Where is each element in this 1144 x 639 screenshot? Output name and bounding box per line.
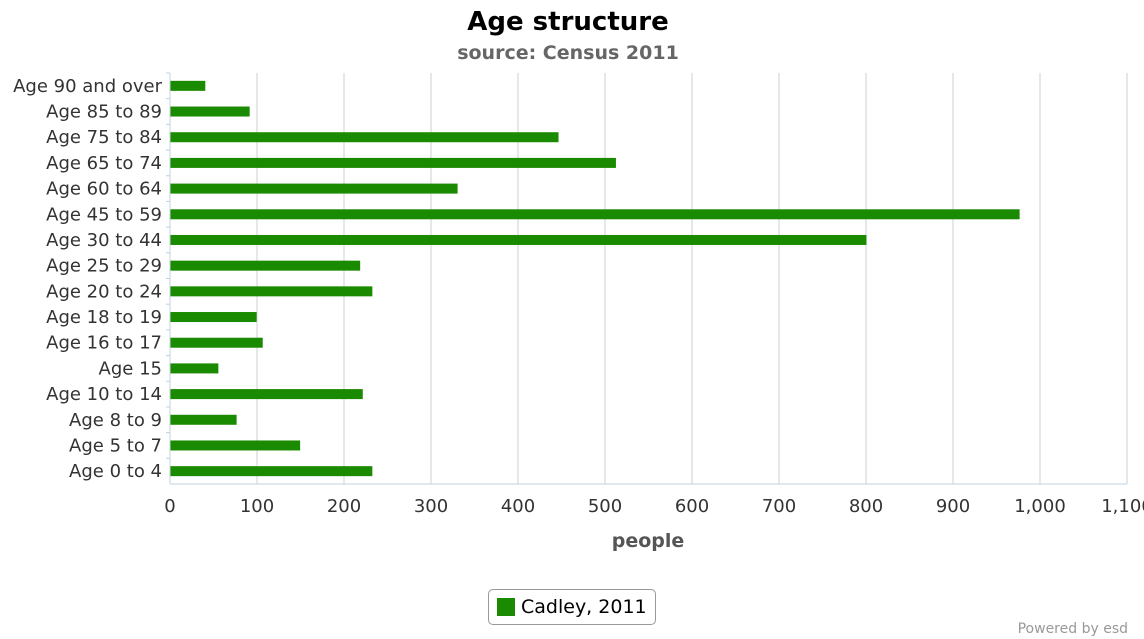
bar[interactable] [170, 286, 373, 297]
bar[interactable] [170, 337, 263, 348]
category-label: Age 0 to 4 [69, 461, 162, 482]
x-tick-label: 800 [849, 496, 883, 517]
category-label: Age 10 to 14 [46, 384, 162, 405]
category-label: Age 16 to 17 [46, 333, 162, 354]
chart-subtitle: source: Census 2011 [457, 42, 679, 64]
x-tick-label: 900 [936, 496, 970, 517]
x-tick-labels: 0 100 200 300 400 500 600 700 800 900 1,000 1,100 [164, 496, 1144, 517]
bar[interactable] [170, 234, 867, 245]
legend[interactable]: Cadley, 2011 [488, 589, 656, 625]
category-label: Age 25 to 29 [46, 256, 162, 277]
x-tick-label: 1,000 [1014, 496, 1066, 517]
x-axis-title: people [612, 530, 685, 552]
x-tick-label: 200 [327, 496, 361, 517]
category-label: Age 18 to 19 [46, 307, 162, 328]
category-label: Age 20 to 24 [46, 281, 162, 302]
bars [170, 80, 1020, 477]
bar[interactable] [170, 106, 250, 117]
bar[interactable] [170, 260, 361, 271]
bar[interactable] [170, 466, 373, 477]
category-label: Age 60 to 64 [46, 179, 162, 200]
credit-text[interactable]: Powered by esd [1017, 621, 1128, 637]
x-tick-label: 100 [240, 496, 274, 517]
x-tick-label: 300 [414, 496, 448, 517]
bar[interactable] [170, 389, 363, 400]
bar[interactable] [170, 80, 206, 91]
legend-swatch [497, 598, 515, 616]
bar[interactable] [170, 414, 237, 425]
bar[interactable] [170, 363, 219, 374]
category-label: Age 15 [99, 358, 162, 379]
category-label: Age 45 to 59 [46, 204, 162, 225]
x-tick-label: 700 [762, 496, 796, 517]
x-tick-label: 0 [164, 496, 175, 517]
chart-title: Age structure [467, 7, 668, 37]
bar[interactable] [170, 157, 616, 168]
category-labels: Age 90 and over Age 85 to 89 Age 75 to 84 A… [13, 72, 170, 482]
x-tick-label: 400 [501, 496, 535, 517]
category-label: Age 8 to 9 [69, 410, 162, 431]
bar[interactable] [170, 209, 1020, 220]
x-tick-label: 1,100 [1101, 496, 1144, 517]
bar[interactable] [170, 132, 559, 143]
category-label: Age 90 and over [13, 76, 162, 97]
bar[interactable] [170, 312, 257, 323]
category-label: Age 85 to 89 [46, 102, 162, 123]
bar[interactable] [170, 183, 458, 194]
category-label: Age 75 to 84 [46, 127, 162, 148]
x-tick-label: 500 [588, 496, 622, 517]
legend-label: Cadley, 2011 [521, 596, 647, 618]
bar[interactable] [170, 440, 301, 451]
category-label: Age 65 to 74 [46, 153, 162, 174]
category-label: Age 5 to 7 [69, 435, 162, 456]
category-label: Age 30 to 44 [46, 230, 162, 251]
x-tick-label: 600 [675, 496, 709, 517]
